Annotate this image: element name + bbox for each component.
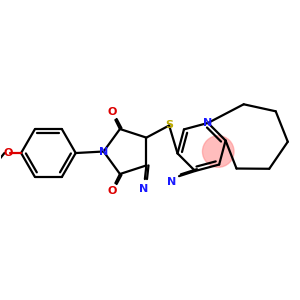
Text: N: N (167, 177, 176, 187)
Text: O: O (4, 148, 13, 158)
Text: N: N (99, 146, 108, 157)
Circle shape (202, 136, 234, 167)
Text: N: N (203, 118, 213, 128)
Text: O: O (108, 107, 117, 117)
Text: O: O (108, 186, 117, 196)
Text: S: S (165, 121, 173, 130)
Text: N: N (139, 184, 148, 194)
